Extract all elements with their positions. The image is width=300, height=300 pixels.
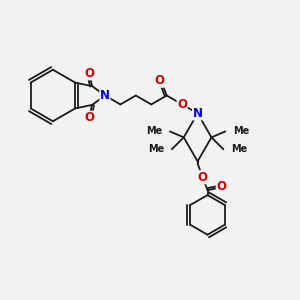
Text: O: O xyxy=(177,98,187,111)
Text: Me: Me xyxy=(146,126,162,136)
Text: O: O xyxy=(84,67,94,80)
Text: O: O xyxy=(84,111,94,124)
Text: O: O xyxy=(155,74,165,87)
Text: O: O xyxy=(198,171,208,184)
Text: Me: Me xyxy=(231,144,248,154)
Text: Me: Me xyxy=(233,126,250,136)
Text: Me: Me xyxy=(148,144,164,154)
Text: N: N xyxy=(100,89,110,102)
Text: O: O xyxy=(216,180,226,193)
Text: N: N xyxy=(193,107,202,120)
